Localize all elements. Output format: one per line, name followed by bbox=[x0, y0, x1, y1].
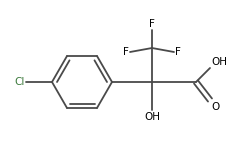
Text: F: F bbox=[175, 47, 181, 57]
Text: Cl: Cl bbox=[15, 77, 25, 87]
Text: F: F bbox=[149, 19, 155, 29]
Text: F: F bbox=[123, 47, 129, 57]
Text: O: O bbox=[211, 102, 219, 112]
Text: OH: OH bbox=[144, 112, 160, 122]
Text: OH: OH bbox=[211, 57, 227, 67]
